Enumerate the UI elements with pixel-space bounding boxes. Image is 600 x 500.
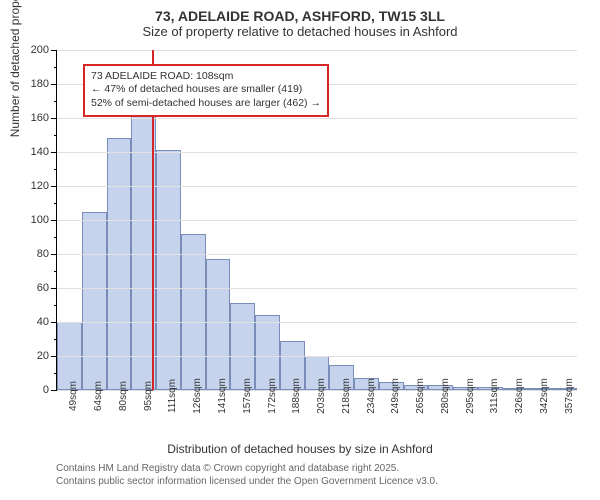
grid-line: [57, 254, 577, 255]
y-tick-minor: [54, 169, 57, 170]
y-tick-minor: [54, 339, 57, 340]
annotation-line: 52% of semi-detached houses are larger (…: [91, 97, 321, 111]
title-main: 73, ADELAIDE ROAD, ASHFORD, TW15 3LL: [0, 0, 600, 24]
grid-line: [57, 118, 577, 119]
y-tick-minor: [54, 237, 57, 238]
grid-line: [57, 50, 577, 51]
attribution-line2: Contains public sector information licen…: [56, 475, 438, 488]
y-tick: [51, 288, 57, 289]
attribution-line1: Contains HM Land Registry data © Crown c…: [56, 462, 438, 475]
x-labels-group: 49sqm64sqm80sqm95sqm111sqm126sqm141sqm15…: [56, 392, 576, 442]
y-tick-label: 140: [17, 146, 49, 158]
x-tick-label: 326sqm: [502, 392, 527, 442]
y-tick-minor: [54, 67, 57, 68]
x-axis-title: Distribution of detached houses by size …: [0, 442, 600, 456]
histogram-bar: [230, 303, 255, 390]
y-tick-minor: [54, 135, 57, 136]
x-tick-label: 218sqm: [328, 392, 353, 442]
annotation-box: 73 ADELAIDE ROAD: 108sqm← 47% of detache…: [83, 64, 329, 117]
y-tick-minor: [54, 203, 57, 204]
x-tick-label: 64sqm: [81, 392, 106, 442]
x-tick-label: 80sqm: [106, 392, 131, 442]
attribution: Contains HM Land Registry data © Crown c…: [56, 462, 438, 488]
y-tick: [51, 390, 57, 391]
x-tick-label: 157sqm: [229, 392, 254, 442]
y-tick-minor: [54, 373, 57, 374]
y-tick: [51, 152, 57, 153]
histogram-bar: [206, 259, 231, 390]
y-tick: [51, 84, 57, 85]
y-tick-minor: [54, 101, 57, 102]
y-tick-label: 20: [17, 350, 49, 362]
histogram-bar: [181, 234, 206, 390]
y-tick-label: 160: [17, 112, 49, 124]
grid-line: [57, 288, 577, 289]
x-tick-label: 95sqm: [130, 392, 155, 442]
y-tick: [51, 186, 57, 187]
x-tick-label: 280sqm: [427, 392, 452, 442]
x-tick-label: 111sqm: [155, 392, 180, 442]
histogram-bar: [107, 138, 132, 390]
x-tick-label: 357sqm: [551, 392, 576, 442]
x-tick-label: 295sqm: [452, 392, 477, 442]
chart-plot-area: 02040608010012014016018020073 ADELAIDE R…: [56, 50, 577, 391]
y-tick-minor: [54, 305, 57, 306]
y-tick: [51, 356, 57, 357]
y-tick: [51, 50, 57, 51]
y-tick-label: 200: [17, 44, 49, 56]
y-tick-label: 0: [17, 384, 49, 396]
x-tick-label: 249sqm: [378, 392, 403, 442]
y-tick-label: 40: [17, 316, 49, 328]
grid-line: [57, 186, 577, 187]
grid-line: [57, 356, 577, 357]
y-tick: [51, 322, 57, 323]
y-tick-label: 120: [17, 180, 49, 192]
y-tick: [51, 118, 57, 119]
title-sub: Size of property relative to detached ho…: [0, 24, 600, 43]
grid-line: [57, 152, 577, 153]
annotation-line: ← 47% of detached houses are smaller (41…: [91, 83, 321, 97]
y-tick-minor: [54, 271, 57, 272]
x-tick-label: 126sqm: [180, 392, 205, 442]
x-tick-label: 141sqm: [205, 392, 230, 442]
grid-line: [57, 220, 577, 221]
chart-container: 73, ADELAIDE ROAD, ASHFORD, TW15 3LL Siz…: [0, 0, 600, 500]
x-tick-label: 342sqm: [527, 392, 552, 442]
y-tick-label: 80: [17, 248, 49, 260]
x-tick-label: 49sqm: [56, 392, 81, 442]
y-tick-label: 60: [17, 282, 49, 294]
annotation-line: 73 ADELAIDE ROAD: 108sqm: [91, 70, 321, 84]
x-tick-label: 265sqm: [403, 392, 428, 442]
x-tick-label: 203sqm: [304, 392, 329, 442]
histogram-bar: [82, 212, 107, 391]
x-tick-label: 188sqm: [279, 392, 304, 442]
grid-line: [57, 322, 577, 323]
x-tick-label: 172sqm: [254, 392, 279, 442]
x-tick-label: 311sqm: [477, 392, 502, 442]
y-tick: [51, 220, 57, 221]
x-tick-label: 234sqm: [353, 392, 378, 442]
y-tick: [51, 254, 57, 255]
y-tick-label: 180: [17, 78, 49, 90]
y-tick-label: 100: [17, 214, 49, 226]
